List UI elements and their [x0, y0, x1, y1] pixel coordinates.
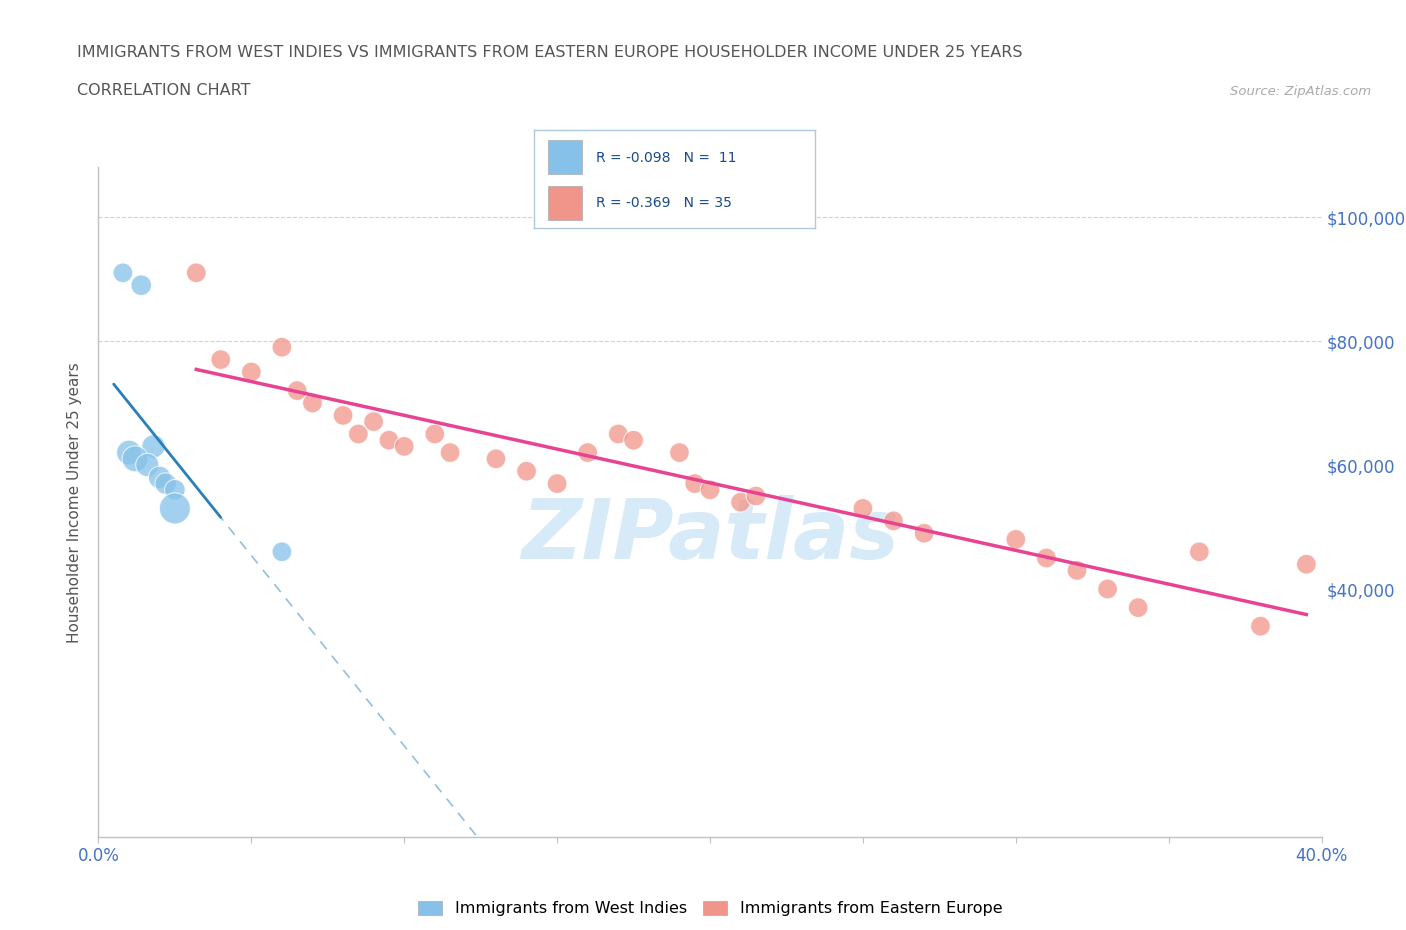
Point — [1097, 581, 1119, 596]
Text: R = -0.369   N = 35: R = -0.369 N = 35 — [596, 196, 733, 210]
Point — [485, 451, 508, 466]
Point — [546, 476, 568, 491]
Legend: Immigrants from West Indies, Immigrants from Eastern Europe: Immigrants from West Indies, Immigrants … — [412, 895, 1008, 923]
Point — [111, 265, 134, 280]
Point — [623, 432, 645, 447]
Point — [163, 483, 186, 498]
Point — [1128, 600, 1150, 615]
Point — [852, 501, 875, 516]
Point — [124, 451, 146, 466]
Point — [576, 445, 599, 460]
Text: IMMIGRANTS FROM WEST INDIES VS IMMIGRANTS FROM EASTERN EUROPE HOUSEHOLDER INCOME: IMMIGRANTS FROM WEST INDIES VS IMMIGRANT… — [77, 46, 1022, 60]
Point — [730, 495, 752, 510]
Point — [149, 470, 172, 485]
Point — [270, 544, 292, 559]
Y-axis label: Householder Income Under 25 years: Householder Income Under 25 years — [67, 362, 83, 643]
Point — [285, 383, 308, 398]
Point — [1004, 532, 1026, 547]
Point — [912, 525, 935, 540]
Point — [163, 501, 186, 516]
Point — [118, 445, 141, 460]
Point — [1066, 563, 1088, 578]
Text: CORRELATION CHART: CORRELATION CHART — [77, 83, 250, 98]
Point — [332, 408, 354, 423]
Point — [209, 352, 232, 367]
Point — [699, 483, 721, 498]
Point — [270, 339, 292, 354]
Point — [347, 427, 370, 442]
Point — [745, 488, 768, 503]
Point — [186, 265, 208, 280]
Point — [1295, 557, 1317, 572]
Point — [607, 427, 630, 442]
Point — [668, 445, 690, 460]
Point — [1035, 551, 1057, 565]
Point — [683, 476, 706, 491]
Point — [423, 427, 446, 442]
Point — [142, 439, 165, 454]
FancyBboxPatch shape — [548, 186, 582, 220]
Text: Source: ZipAtlas.com: Source: ZipAtlas.com — [1230, 85, 1371, 98]
Point — [439, 445, 461, 460]
Point — [129, 278, 152, 293]
Point — [883, 513, 905, 528]
Point — [1249, 618, 1271, 633]
Point — [301, 395, 323, 410]
Point — [136, 458, 159, 472]
Point — [1188, 544, 1211, 559]
Point — [378, 432, 401, 447]
Point — [240, 365, 263, 379]
FancyBboxPatch shape — [548, 140, 582, 174]
Text: ZIPatlas: ZIPatlas — [522, 495, 898, 577]
Point — [363, 414, 385, 429]
Point — [392, 439, 416, 454]
Text: R = -0.098   N =  11: R = -0.098 N = 11 — [596, 151, 737, 165]
Point — [155, 476, 177, 491]
Point — [516, 464, 538, 479]
